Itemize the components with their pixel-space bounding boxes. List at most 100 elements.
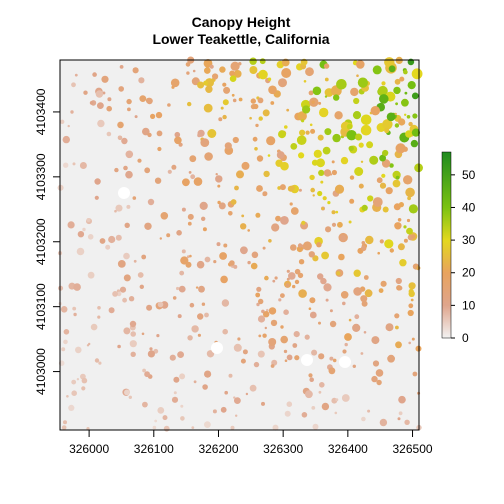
raster-patch	[106, 131, 112, 137]
raster-patch	[258, 334, 262, 338]
raster-patch	[344, 342, 348, 347]
raster-patch	[219, 252, 228, 260]
raster-patch	[82, 227, 86, 232]
raster-patch	[379, 239, 384, 244]
raster-patch	[126, 107, 131, 112]
raster-patch	[138, 77, 145, 84]
raster-patch	[271, 223, 280, 232]
raster-patch	[372, 197, 383, 207]
raster-patch	[403, 238, 408, 243]
raster-patch	[146, 97, 153, 105]
raster-patch	[249, 116, 252, 120]
raster-patch	[272, 424, 279, 431]
raster-patch	[399, 259, 407, 267]
raster-patch	[309, 311, 317, 319]
raster-patch	[235, 414, 238, 417]
raster-patch	[97, 102, 104, 109]
legend-tick-label: 40	[462, 200, 476, 214]
raster-patch	[189, 302, 195, 308]
raster-patch	[280, 161, 289, 171]
raster-patch	[152, 425, 157, 430]
raster-patch	[233, 396, 236, 399]
raster-patch	[167, 169, 172, 174]
raster-patch	[375, 369, 384, 377]
raster-patch	[329, 309, 333, 313]
raster-patch	[106, 105, 112, 112]
raster-patch	[141, 332, 145, 336]
raster-patch	[204, 67, 211, 74]
raster-patch	[178, 285, 186, 293]
raster-patch	[197, 333, 201, 337]
raster-patch	[334, 184, 345, 194]
x-tick-label: 326200	[198, 442, 238, 456]
raster-patch	[128, 296, 135, 302]
raster-patch	[141, 254, 147, 260]
raster-patch	[198, 285, 205, 293]
raster-patch	[366, 141, 374, 149]
raster-patch	[238, 97, 243, 102]
raster-patch	[394, 78, 401, 85]
raster-patch	[363, 275, 369, 280]
raster-patch	[378, 288, 384, 293]
raster-patch	[89, 101, 94, 105]
raster-patch	[360, 352, 364, 355]
raster-patch	[331, 160, 335, 164]
raster-patch	[177, 351, 185, 358]
raster-patch	[397, 417, 401, 421]
raster-patch	[73, 283, 81, 291]
nodata-gap	[301, 354, 313, 366]
raster-patch	[197, 313, 204, 320]
raster-patch	[257, 350, 265, 358]
raster-patch	[298, 152, 305, 159]
raster-background	[60, 60, 419, 430]
raster-patch	[232, 98, 237, 103]
raster-patch	[174, 131, 181, 138]
raster-patch	[367, 195, 374, 202]
raster-patch	[247, 229, 250, 232]
raster-patch	[242, 349, 248, 355]
raster-patch	[240, 223, 247, 230]
y-tick-label: 4103000	[34, 348, 48, 395]
raster-patch	[108, 235, 116, 244]
raster-patch	[251, 251, 259, 259]
raster-patch	[114, 167, 119, 173]
raster-patch	[176, 230, 182, 236]
raster-patch	[88, 342, 91, 346]
raster-patch	[354, 167, 364, 176]
raster-patch	[397, 218, 402, 222]
raster-patch	[256, 286, 262, 292]
raster-patch	[87, 271, 95, 279]
raster-patch	[162, 415, 168, 421]
raster-patch	[278, 298, 282, 302]
raster-patch	[60, 119, 65, 125]
raster-patch	[170, 78, 180, 88]
raster-patch	[126, 204, 131, 209]
raster-patch	[230, 61, 240, 71]
raster-patch	[122, 297, 127, 303]
raster-patch	[407, 196, 411, 201]
raster-patch	[218, 202, 226, 210]
raster-patch	[61, 347, 66, 352]
raster-patch	[396, 285, 402, 291]
x-tick-label: 326300	[263, 442, 303, 456]
raster-patch	[119, 65, 124, 69]
raster-patch	[70, 110, 74, 114]
raster-patch	[233, 264, 238, 269]
raster-patch	[395, 277, 402, 285]
raster-patch	[395, 341, 402, 349]
raster-patch	[187, 335, 193, 341]
raster-patch	[97, 315, 101, 319]
raster-patch	[180, 404, 184, 408]
raster-patch	[324, 95, 328, 98]
x-tick-label: 326000	[69, 442, 109, 456]
raster-patch	[203, 80, 209, 86]
raster-patch	[408, 290, 415, 297]
nodata-gap	[339, 356, 351, 368]
raster-patch	[204, 152, 213, 161]
raster-patch	[233, 343, 242, 352]
x-tick-label: 326400	[328, 442, 368, 456]
raster-patch	[294, 268, 301, 275]
raster-patch	[404, 91, 408, 95]
raster-patch	[245, 392, 249, 396]
raster-patch	[324, 128, 332, 136]
